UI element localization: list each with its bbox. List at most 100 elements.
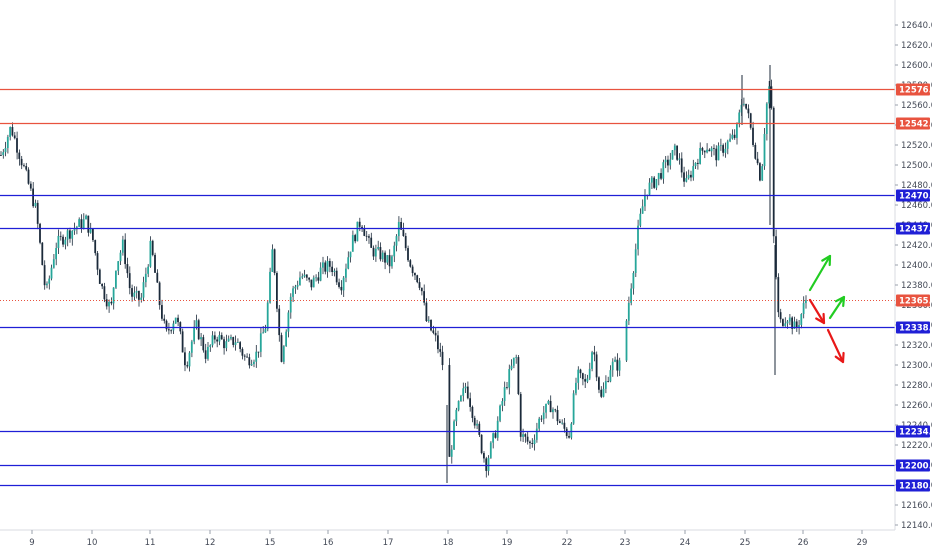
svg-text:12365.0: 12365.0: [899, 297, 932, 307]
candle: [193, 320, 195, 345]
candle: [611, 358, 614, 377]
candle: [489, 441, 492, 459]
candle: [533, 434, 536, 451]
candle: [563, 418, 566, 433]
candle: [225, 334, 228, 352]
candle: [683, 166, 685, 187]
candle: [16, 131, 18, 160]
candle: [133, 286, 136, 301]
candle: [524, 433, 527, 443]
candle: [128, 266, 131, 295]
candle: [18, 149, 21, 166]
candle: [450, 445, 453, 464]
candle: [356, 221, 359, 242]
down-arrow-1: [808, 298, 826, 325]
candle: [158, 281, 161, 310]
candle: [648, 178, 651, 196]
candle: [657, 172, 660, 186]
candle: [186, 361, 189, 369]
candle: [512, 357, 515, 369]
candle: [211, 331, 214, 348]
candle: [197, 318, 200, 341]
candle: [464, 382, 467, 394]
candle: [296, 280, 299, 290]
candle: [667, 155, 669, 173]
candle: [616, 353, 619, 377]
candle: [745, 103, 747, 110]
candle: [604, 375, 607, 394]
candle: [662, 159, 665, 184]
candle: [101, 283, 103, 290]
candle: [246, 353, 248, 358]
candle: [50, 264, 53, 281]
candle: [726, 139, 729, 155]
candle: [409, 259, 412, 268]
candle: [278, 305, 281, 342]
candle: [328, 258, 331, 273]
candle: [41, 242, 44, 266]
candle: [480, 434, 483, 455]
candle: [9, 126, 11, 141]
candle: [692, 159, 695, 181]
candles-layer: [0, 65, 807, 483]
time-tick-label: 11: [145, 538, 156, 548]
candle: [301, 273, 304, 280]
candle: [416, 274, 419, 284]
candle: [653, 176, 655, 189]
level-label: 12437.0: [896, 222, 932, 235]
candle: [370, 232, 373, 248]
candle: [386, 255, 389, 265]
candle: [354, 233, 356, 244]
candle: [561, 419, 563, 425]
candle: [471, 405, 474, 423]
candle: [181, 328, 184, 353]
candle: [220, 332, 223, 340]
candle: [572, 390, 575, 425]
candle: [441, 345, 444, 371]
candle: [492, 432, 494, 449]
candle: [13, 132, 16, 140]
price-tick-label: 12620.0: [901, 41, 932, 51]
price-tick-label: 12400.0: [901, 261, 932, 271]
candle: [324, 260, 327, 275]
candle: [149, 236, 152, 268]
candle: [264, 324, 267, 333]
candle: [625, 319, 628, 363]
candle: [315, 274, 317, 282]
candle: [250, 359, 253, 366]
candle: [575, 377, 577, 396]
candle: [27, 167, 30, 185]
candle: [455, 407, 458, 426]
candle: [395, 234, 398, 252]
candle: [777, 273, 780, 318]
candle: [319, 262, 322, 282]
candle: [345, 263, 347, 283]
up-arrow-1: [808, 254, 832, 292]
candle: [317, 271, 320, 284]
candle: [78, 217, 80, 227]
candle: [430, 319, 432, 332]
candle: [287, 310, 290, 338]
candle: [331, 261, 333, 277]
candle: [202, 334, 205, 353]
candle: [94, 239, 97, 256]
candle: [43, 260, 46, 290]
candle: [650, 175, 653, 189]
time-tick-label: 10: [87, 538, 98, 548]
candle: [46, 281, 48, 289]
candle: [52, 253, 55, 269]
candle: [639, 208, 642, 228]
candle: [92, 228, 94, 243]
candle: [614, 356, 616, 363]
candle: [365, 230, 368, 242]
up-arrow-2: [828, 295, 846, 320]
candle: [213, 331, 216, 344]
candle: [602, 382, 605, 398]
level-label: 12470.0: [896, 189, 932, 202]
candle: [581, 372, 584, 386]
candle: [660, 168, 662, 181]
candle: [174, 317, 177, 324]
time-axis[interactable]: 9 10 11 12 15 16 17 18 19 22 23 24 25 26 29: [29, 530, 867, 548]
